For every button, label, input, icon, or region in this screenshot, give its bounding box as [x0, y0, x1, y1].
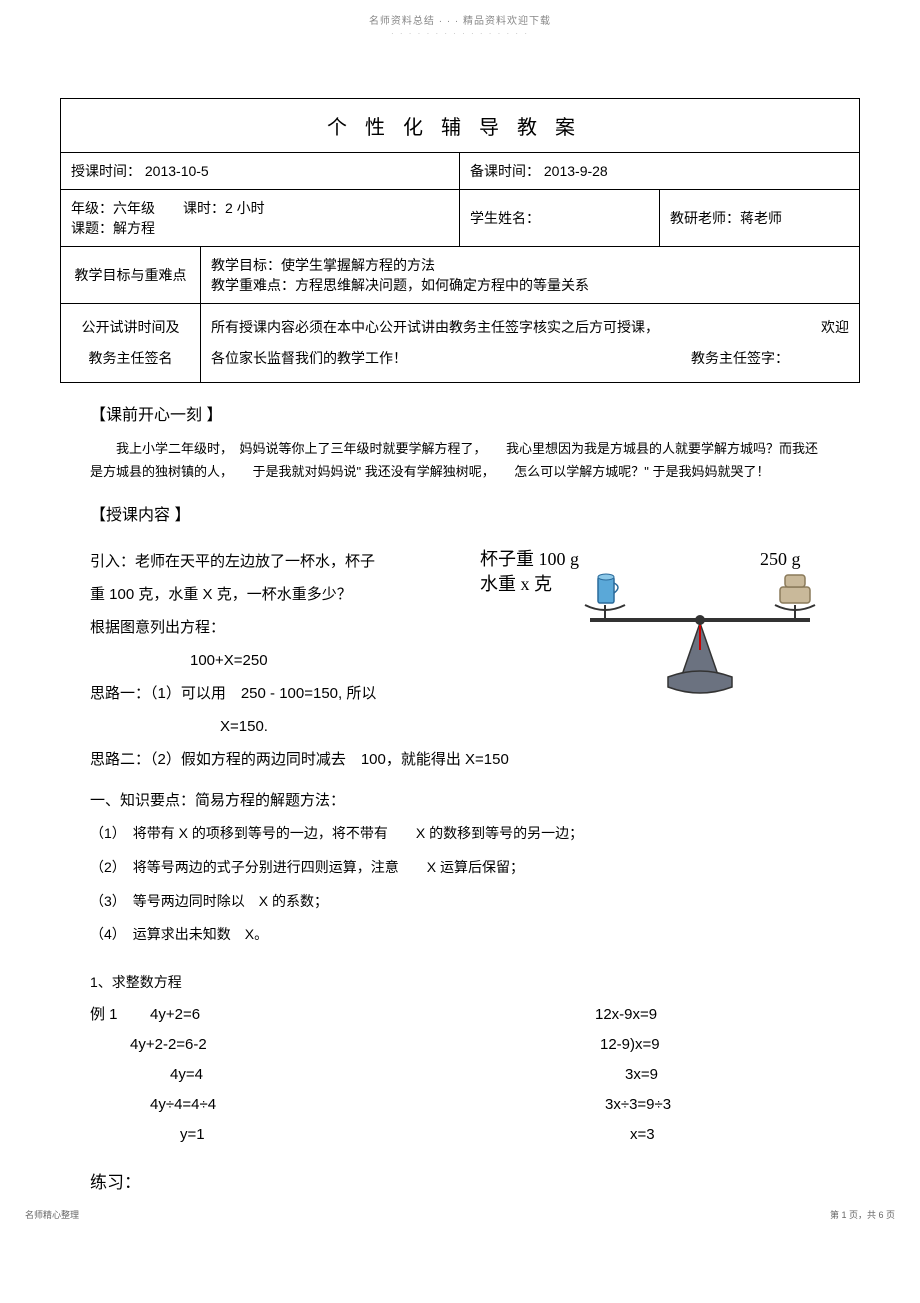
footer-right: 第 1 页，共 6 页	[830, 1208, 895, 1221]
lesson-intro-row: 引入：老师在天平的左边放了一杯水，杯子 重 100 克，水重 X 克，一杯水重多…	[90, 545, 830, 743]
example-col-1: 例 14y+2=6 4y+2-2=6-2 4y=4 4y÷4=4÷4 y=1	[90, 1000, 475, 1150]
balance-base	[668, 671, 732, 693]
intro-line1: 引入：老师在天平的左边放了一杯水，杯子	[90, 545, 420, 578]
happy-moment-paragraph: 我上小学二年级时， 妈妈说等你上了三年级时就要学解方程了， 我心里想因为我是方城…	[90, 437, 830, 484]
water-weight-label: 水重 x 克	[480, 574, 552, 594]
trial-label-line2: 教务主任签名	[71, 343, 190, 374]
balance-svg: 杯子重 100 g 水重 x 克 250 g	[450, 545, 830, 715]
grade-topic-cell: 年级：六年级 课时：2 小时 课题：解方程	[61, 190, 460, 247]
intro-line4: 思路一：（1）可以用 250 - 100=150, 所以	[90, 677, 420, 710]
ex1-eq2: 4y+2-2=6-2	[90, 1030, 475, 1060]
objective-line1: 教学目标：使学生掌握解方程的方法	[211, 255, 849, 275]
footer-left: 名师精心整理	[25, 1208, 79, 1221]
trial-label-line1: 公开试讲时间及	[71, 312, 190, 343]
ex2-eq1: 12x-9x=9	[475, 1000, 860, 1030]
examples-row: 例 14y+2=6 4y+2-2=6-2 4y=4 4y÷4=4÷4 y=1 1…	[90, 1000, 860, 1150]
header-top-text: 名师资料总结 · · · 精品资料欢迎下载	[0, 0, 920, 27]
knowledge-title: 一、知识要点：简易方程的解题方法：	[90, 784, 860, 817]
ex1-eq3: 4y=4	[90, 1060, 475, 1090]
solution2-line: 思路二：（2）假如方程的两边同时减去 100，就能得出 X=150	[90, 743, 860, 776]
grade-line: 年级：六年级 课时：2 小时	[71, 198, 449, 218]
weight-label: 250 g	[760, 549, 801, 569]
teacher-cell: 教研老师：蒋老师	[660, 190, 860, 247]
student-name-cell: 学生姓名：	[460, 190, 660, 247]
ex1-eq1: 4y+2=6	[140, 1006, 200, 1023]
lesson-intro-text: 引入：老师在天平的左边放了一杯水，杯子 重 100 克，水重 X 克，一杯水重多…	[90, 545, 420, 743]
intro-eq1: 100+X=250	[190, 644, 420, 677]
lesson-info-table: 个性化辅导教案 授课时间： 2013-10-5 备课时间： 2013-9-28 …	[60, 98, 860, 383]
example-col-2: 12x-9x=9 12-9)x=9 3x=9 3x÷3=9÷3 x=3	[475, 1000, 860, 1150]
topic-line: 课题：解方程	[71, 218, 449, 238]
objectives-content-cell: 教学目标：使学生掌握解方程的方法 教学重难点：方程思维解决问题，如何确定方程中的…	[201, 247, 860, 304]
objective-line2: 教学重难点：方程思维解决问题，如何确定方程中的等量关系	[211, 275, 849, 295]
trial-line2-left: 各位家长监督我们的教学工作！	[211, 343, 407, 374]
weight-bottom	[780, 587, 810, 603]
trial-line1-left: 所有授课内容必须在本中心公开试讲由教务主任签字核实之后方可授课，	[211, 312, 659, 343]
weight-top	[785, 575, 805, 587]
ex1-eq4: 4y÷4=4÷4	[90, 1090, 475, 1120]
subsection-1: 1、求整数方程	[90, 972, 860, 992]
header-dots: · · · · · · · · · · · · · · · ·	[0, 27, 920, 38]
balance-diagram: 杯子重 100 g 水重 x 克 250 g	[450, 545, 830, 743]
trial-line1-right: 欢迎	[821, 312, 849, 343]
practice-heading: 练习：	[90, 1168, 860, 1193]
table-title: 个性化辅导教案	[61, 99, 860, 153]
trial-content-cell: 所有授课内容必须在本中心公开试讲由教务主任签字核实之后方可授课， 欢迎 各位家长…	[201, 304, 860, 383]
lesson-content-heading: 【授课内容 】	[90, 501, 860, 525]
intro-line2: 重 100 克，水重 X 克，一杯水重多少？	[90, 578, 420, 611]
objectives-label-cell: 教学目标与重难点	[61, 247, 201, 304]
example-1-label: 例 1	[90, 1000, 140, 1030]
intro-eq2: X=150.	[220, 710, 420, 743]
step-1: （1） 将带有 X 的项移到等号的一边，将不带有 X 的数移到等号的另一边；	[90, 817, 860, 851]
content-wrapper: 个性化辅导教案 授课时间： 2013-10-5 备课时间： 2013-9-28 …	[0, 98, 920, 1193]
cup-top	[598, 574, 614, 580]
ex2-eq2: 12-9)x=9	[475, 1030, 860, 1060]
ex2-eq5: x=3	[475, 1120, 860, 1150]
step-3: （3） 等号两边同时除以 X 的系数；	[90, 885, 860, 919]
prep-time-cell: 备课时间： 2013-9-28	[460, 153, 860, 190]
ex2-eq4: 3x÷3=9÷3	[475, 1090, 860, 1120]
ex1-eq5: y=1	[90, 1120, 475, 1150]
cup-shape	[598, 577, 614, 603]
trial-line2-right: 教务主任签字：	[691, 343, 849, 374]
intro-line3: 根据图意列出方程：	[90, 611, 420, 644]
step-4: （4） 运算求出未知数 X。	[90, 918, 860, 952]
trial-label-cell: 公开试讲时间及 教务主任签名	[61, 304, 201, 383]
ex2-eq3: 3x=9	[475, 1060, 860, 1090]
cup-weight-label: 杯子重 100 g	[480, 549, 579, 569]
teach-time-cell: 授课时间： 2013-10-5	[61, 153, 460, 190]
step-2: （2） 将等号两边的式子分别进行四则运算，注意 X 运算后保留；	[90, 851, 860, 885]
happy-moment-heading: 【课前开心一刻 】	[90, 401, 860, 425]
